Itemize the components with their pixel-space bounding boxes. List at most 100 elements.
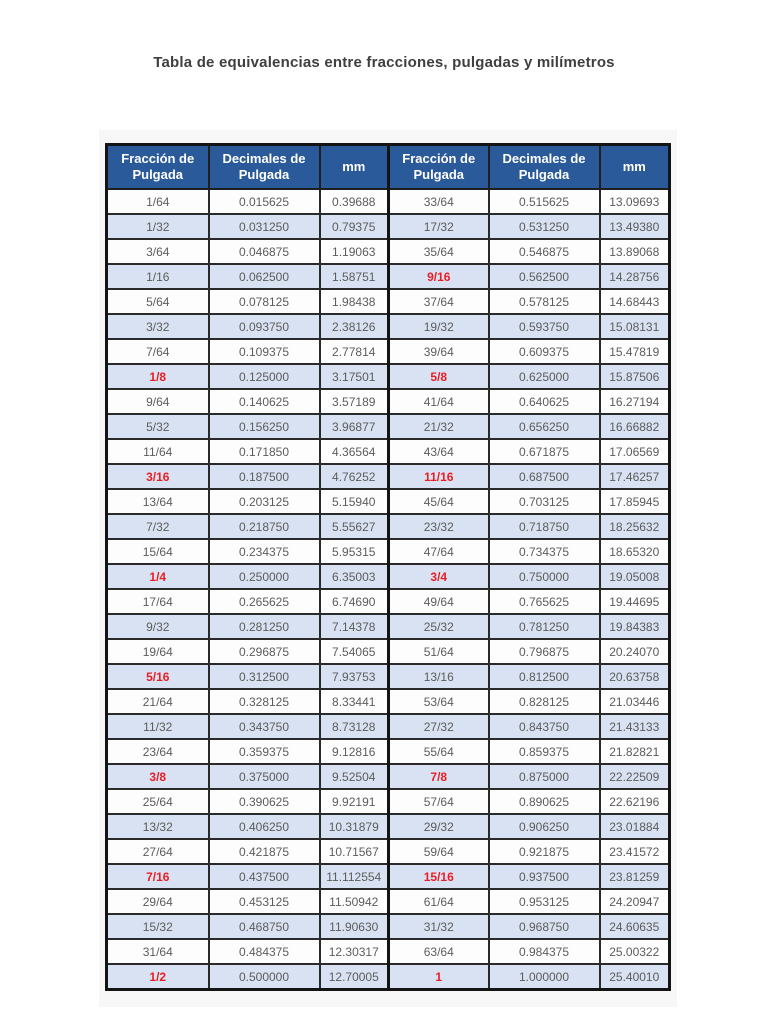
left-mm-cell: 5.95315 [318, 538, 390, 565]
left-mm-cell: 5.55627 [318, 513, 390, 540]
right-fraction-cell: 21/32 [387, 413, 490, 440]
right-decimal-cell: 0.828125 [487, 688, 601, 715]
right-mm-cell: 18.25632 [598, 513, 671, 540]
right-mm-cell: 17.06569 [598, 438, 671, 465]
right-decimal-cell: 0.906250 [487, 813, 601, 840]
left-mm-cell: 6.74690 [318, 588, 390, 615]
left-fraction-cell: 1/2 [105, 963, 210, 991]
left-decimal-cell: 0.296875 [207, 638, 321, 665]
left-decimal-cell: 0.125000 [207, 363, 321, 390]
table-panel: Fracción de Pulgada Decimales de Pulgada… [99, 130, 677, 1007]
table-row: 1/8 0.125000 3.17501 5/8 0.625000 15.87506 [105, 363, 671, 390]
left-decimal-cell: 0.265625 [207, 588, 321, 615]
right-mm-cell: 14.28756 [598, 263, 671, 290]
left-fraction-cell: 5/64 [105, 288, 210, 315]
table-row: 23/64 0.359375 9.12816 55/64 0.859375 21.8282… [105, 738, 671, 765]
table-row: 21/64 0.328125 8.33441 53/64 0.828125 21.0344… [105, 688, 671, 715]
left-fraction-cell: 29/64 [105, 888, 210, 915]
right-mm-cell: 23.01884 [598, 813, 671, 840]
left-fraction-cell: 15/64 [105, 538, 210, 565]
right-mm-cell: 16.27194 [598, 388, 671, 415]
right-fraction-cell: 35/64 [387, 238, 490, 265]
right-mm-cell: 19.44695 [598, 588, 671, 615]
right-decimal-cell: 0.531250 [487, 213, 601, 240]
left-decimal-cell: 0.406250 [207, 813, 321, 840]
col-header-mm-left: mm [318, 143, 390, 190]
right-mm-cell: 18.65320 [598, 538, 671, 565]
table-row: 13/64 0.203125 5.15940 45/64 0.703125 17.8594… [105, 488, 671, 515]
table-row: 31/64 0.484375 12.30317 63/64 0.984375 25.003… [105, 938, 671, 965]
left-fraction-cell: 21/64 [105, 688, 210, 715]
left-decimal-cell: 0.437500 [207, 863, 321, 890]
right-mm-cell: 13.49380 [598, 213, 671, 240]
right-decimal-cell: 0.625000 [487, 363, 601, 390]
table-row: 3/64 0.046875 1.19063 35/64 0.546875 13.89068 [105, 238, 671, 265]
right-fraction-cell: 29/32 [387, 813, 490, 840]
left-decimal-cell: 0.375000 [207, 763, 321, 790]
right-mm-cell: 15.87506 [598, 363, 671, 390]
left-decimal-cell: 0.234375 [207, 538, 321, 565]
left-mm-cell: 3.57189 [318, 388, 390, 415]
left-fraction-cell: 1/32 [105, 213, 210, 240]
right-fraction-cell: 45/64 [387, 488, 490, 515]
table-row: 5/64 0.078125 1.98438 37/64 0.578125 14.68443 [105, 288, 671, 315]
left-mm-cell: 1.19063 [318, 238, 390, 265]
right-decimal-cell: 0.546875 [487, 238, 601, 265]
table-row: 29/64 0.453125 11.50942 61/64 0.953125 24.209… [105, 888, 671, 915]
right-fraction-cell: 17/32 [387, 213, 490, 240]
left-fraction-cell: 1/16 [105, 263, 210, 290]
right-fraction-cell: 33/64 [387, 188, 490, 215]
right-decimal-cell: 0.640625 [487, 388, 601, 415]
right-mm-cell: 24.20947 [598, 888, 671, 915]
right-mm-cell: 24.60635 [598, 913, 671, 940]
table-row: 11/32 0.343750 8.73128 27/32 0.843750 21.4313… [105, 713, 671, 740]
left-mm-cell: 10.71567 [318, 838, 390, 865]
right-decimal-cell: 0.515625 [487, 188, 601, 215]
right-decimal-cell: 0.890625 [487, 788, 601, 815]
left-mm-cell: 11.50942 [318, 888, 390, 915]
left-fraction-cell: 11/64 [105, 438, 210, 465]
left-fraction-cell: 31/64 [105, 938, 210, 965]
right-mm-cell: 13.89068 [598, 238, 671, 265]
left-mm-cell: 7.14378 [318, 613, 390, 640]
left-decimal-cell: 0.031250 [207, 213, 321, 240]
left-mm-cell: 7.54065 [318, 638, 390, 665]
left-decimal-cell: 0.281250 [207, 613, 321, 640]
right-mm-cell: 19.84383 [598, 613, 671, 640]
left-fraction-cell: 1/4 [105, 563, 210, 590]
right-decimal-cell: 0.562500 [487, 263, 601, 290]
table-row: 7/32 0.218750 5.55627 23/32 0.718750 18.25632 [105, 513, 671, 540]
left-fraction-cell: 7/32 [105, 513, 210, 540]
left-fraction-cell: 7/16 [105, 863, 210, 890]
left-decimal-cell: 0.203125 [207, 488, 321, 515]
right-fraction-cell: 55/64 [387, 738, 490, 765]
right-decimal-cell: 0.687500 [487, 463, 601, 490]
left-decimal-cell: 0.156250 [207, 413, 321, 440]
left-mm-cell: 2.38126 [318, 313, 390, 340]
left-fraction-cell: 3/32 [105, 313, 210, 340]
col-header-decimal-left: Decimales de Pulgada [207, 143, 321, 190]
left-decimal-cell: 0.218750 [207, 513, 321, 540]
right-fraction-cell: 1 [387, 963, 490, 991]
left-decimal-cell: 0.250000 [207, 563, 321, 590]
right-mm-cell: 19.05008 [598, 563, 671, 590]
left-mm-cell: 2.77814 [318, 338, 390, 365]
left-decimal-cell: 0.015625 [207, 188, 321, 215]
right-mm-cell: 21.43133 [598, 713, 671, 740]
page-title: Tabla de equivalencias entre fracciones,… [153, 54, 615, 71]
right-fraction-cell: 43/64 [387, 438, 490, 465]
left-mm-cell: 9.92191 [318, 788, 390, 815]
left-fraction-cell: 9/64 [105, 388, 210, 415]
right-mm-cell: 20.24070 [598, 638, 671, 665]
right-mm-cell: 25.00322 [598, 938, 671, 965]
right-fraction-cell: 3/4 [387, 563, 490, 590]
left-decimal-cell: 0.421875 [207, 838, 321, 865]
table-row: 19/64 0.296875 7.54065 51/64 0.796875 20.2407… [105, 638, 671, 665]
left-mm-cell: 1.98438 [318, 288, 390, 315]
left-mm-cell: 9.52504 [318, 763, 390, 790]
right-decimal-cell: 0.718750 [487, 513, 601, 540]
right-mm-cell: 25.40010 [598, 963, 671, 991]
right-fraction-cell: 57/64 [387, 788, 490, 815]
table-row: 5/16 0.312500 7.93753 13/16 0.812500 20.63758 [105, 663, 671, 690]
